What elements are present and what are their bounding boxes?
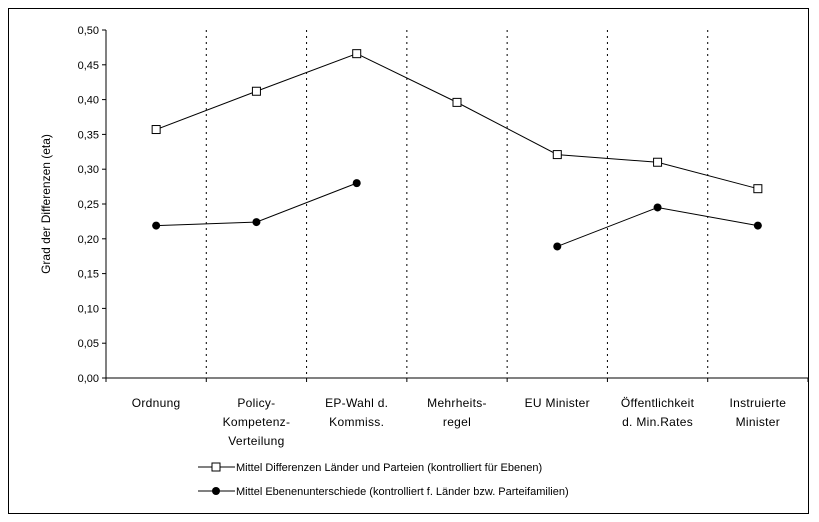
data-point xyxy=(553,242,562,251)
x-tick-label: EP-Wahl d. Kommiss. xyxy=(325,396,388,429)
data-point xyxy=(352,49,362,59)
y-tick-label: 0,15 xyxy=(78,269,99,281)
y-tick-label: 0,35 xyxy=(78,129,99,141)
y-axis-title: Grad der Differenzen (eta) xyxy=(39,134,53,274)
data-point xyxy=(653,157,663,167)
data-point xyxy=(251,86,261,96)
x-tick-label: Öffentlichkeit d. Min.Rates xyxy=(621,396,695,429)
data-point xyxy=(151,125,161,135)
legend: Mittel Differenzen Länder und Parteien (… xyxy=(198,462,569,498)
data-point xyxy=(352,179,361,188)
data-point xyxy=(152,221,161,230)
data-point xyxy=(252,218,261,227)
y-tick-label: 0,45 xyxy=(78,60,99,72)
plot-area: 0,00 0,05 0,10 0,15 0,20 0,25 0,30 0,35 0,40 0,45… xyxy=(78,25,809,448)
y-tick-label: 0,25 xyxy=(78,199,99,211)
y-tick-label: 0,20 xyxy=(78,234,99,246)
series-line xyxy=(557,206,758,247)
y-tick-label: 0,40 xyxy=(78,95,99,107)
data-point xyxy=(552,150,562,160)
legend-label: Mittel Ebenenunterschiede (kontrolliert … xyxy=(236,486,569,498)
x-tick-label: EU Minister xyxy=(525,396,590,410)
data-point xyxy=(653,203,662,212)
x-tick-label: Ordnung xyxy=(132,396,181,410)
data-point xyxy=(753,184,763,194)
y-tick-label: 0,30 xyxy=(78,164,99,176)
data-point xyxy=(452,97,462,107)
legend-marker xyxy=(212,487,220,495)
x-tick-label: Mehrheits-regel xyxy=(427,396,487,429)
data-point xyxy=(753,221,762,230)
legend-marker xyxy=(211,462,221,472)
y-tick-label: 0,10 xyxy=(78,303,99,315)
x-tick-label: Instruierte Minister xyxy=(730,396,787,429)
chart-frame xyxy=(8,8,809,514)
y-tick-label: 0,00 xyxy=(78,373,99,385)
y-tick-label: 0,50 xyxy=(78,25,99,37)
x-tick-label: Policy-Kompetenz-Verteilung xyxy=(223,396,291,448)
legend-label: Mittel Differenzen Länder und Parteien (… xyxy=(236,462,542,474)
series-line xyxy=(155,53,758,190)
y-tick-label: 0,05 xyxy=(78,338,99,350)
